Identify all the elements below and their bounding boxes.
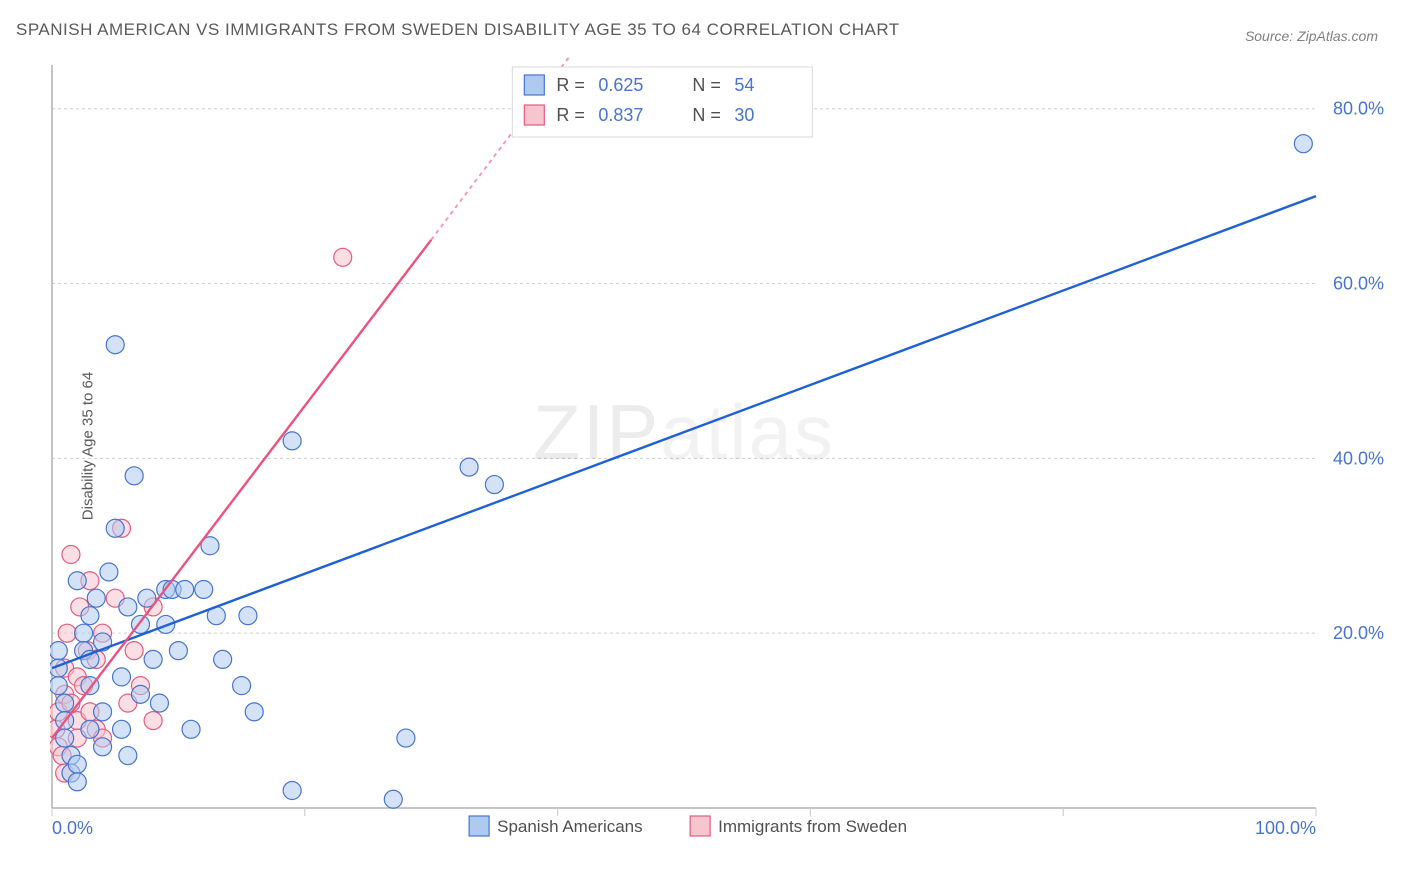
scatter-plot-svg: 0.0%100.0%20.0%40.0%60.0%80.0%ZIPatlasR … [50, 55, 1392, 842]
svg-text:80.0%: 80.0% [1333, 99, 1384, 119]
plot-area: 0.0%100.0%20.0%40.0%60.0%80.0%ZIPatlasR … [50, 55, 1392, 842]
svg-text:Spanish Americans: Spanish Americans [497, 817, 643, 836]
source-attribution: Source: ZipAtlas.com [1245, 28, 1378, 44]
svg-text:100.0%: 100.0% [1255, 818, 1316, 838]
svg-text:0.837: 0.837 [598, 105, 643, 125]
svg-text:40.0%: 40.0% [1333, 448, 1384, 468]
svg-text:Immigrants from Sweden: Immigrants from Sweden [718, 817, 907, 836]
chart-container: SPANISH AMERICAN VS IMMIGRANTS FROM SWED… [0, 0, 1406, 892]
svg-text:R =: R = [556, 75, 585, 95]
svg-text:60.0%: 60.0% [1333, 274, 1384, 294]
svg-text:0.625: 0.625 [598, 75, 643, 95]
svg-text:R =: R = [556, 105, 585, 125]
svg-text:0.0%: 0.0% [52, 818, 93, 838]
svg-text:N =: N = [692, 105, 721, 125]
svg-text:N =: N = [692, 75, 721, 95]
svg-text:30: 30 [734, 105, 754, 125]
chart-title: SPANISH AMERICAN VS IMMIGRANTS FROM SWED… [16, 20, 900, 40]
svg-text:54: 54 [734, 75, 754, 95]
svg-text:20.0%: 20.0% [1333, 623, 1384, 643]
